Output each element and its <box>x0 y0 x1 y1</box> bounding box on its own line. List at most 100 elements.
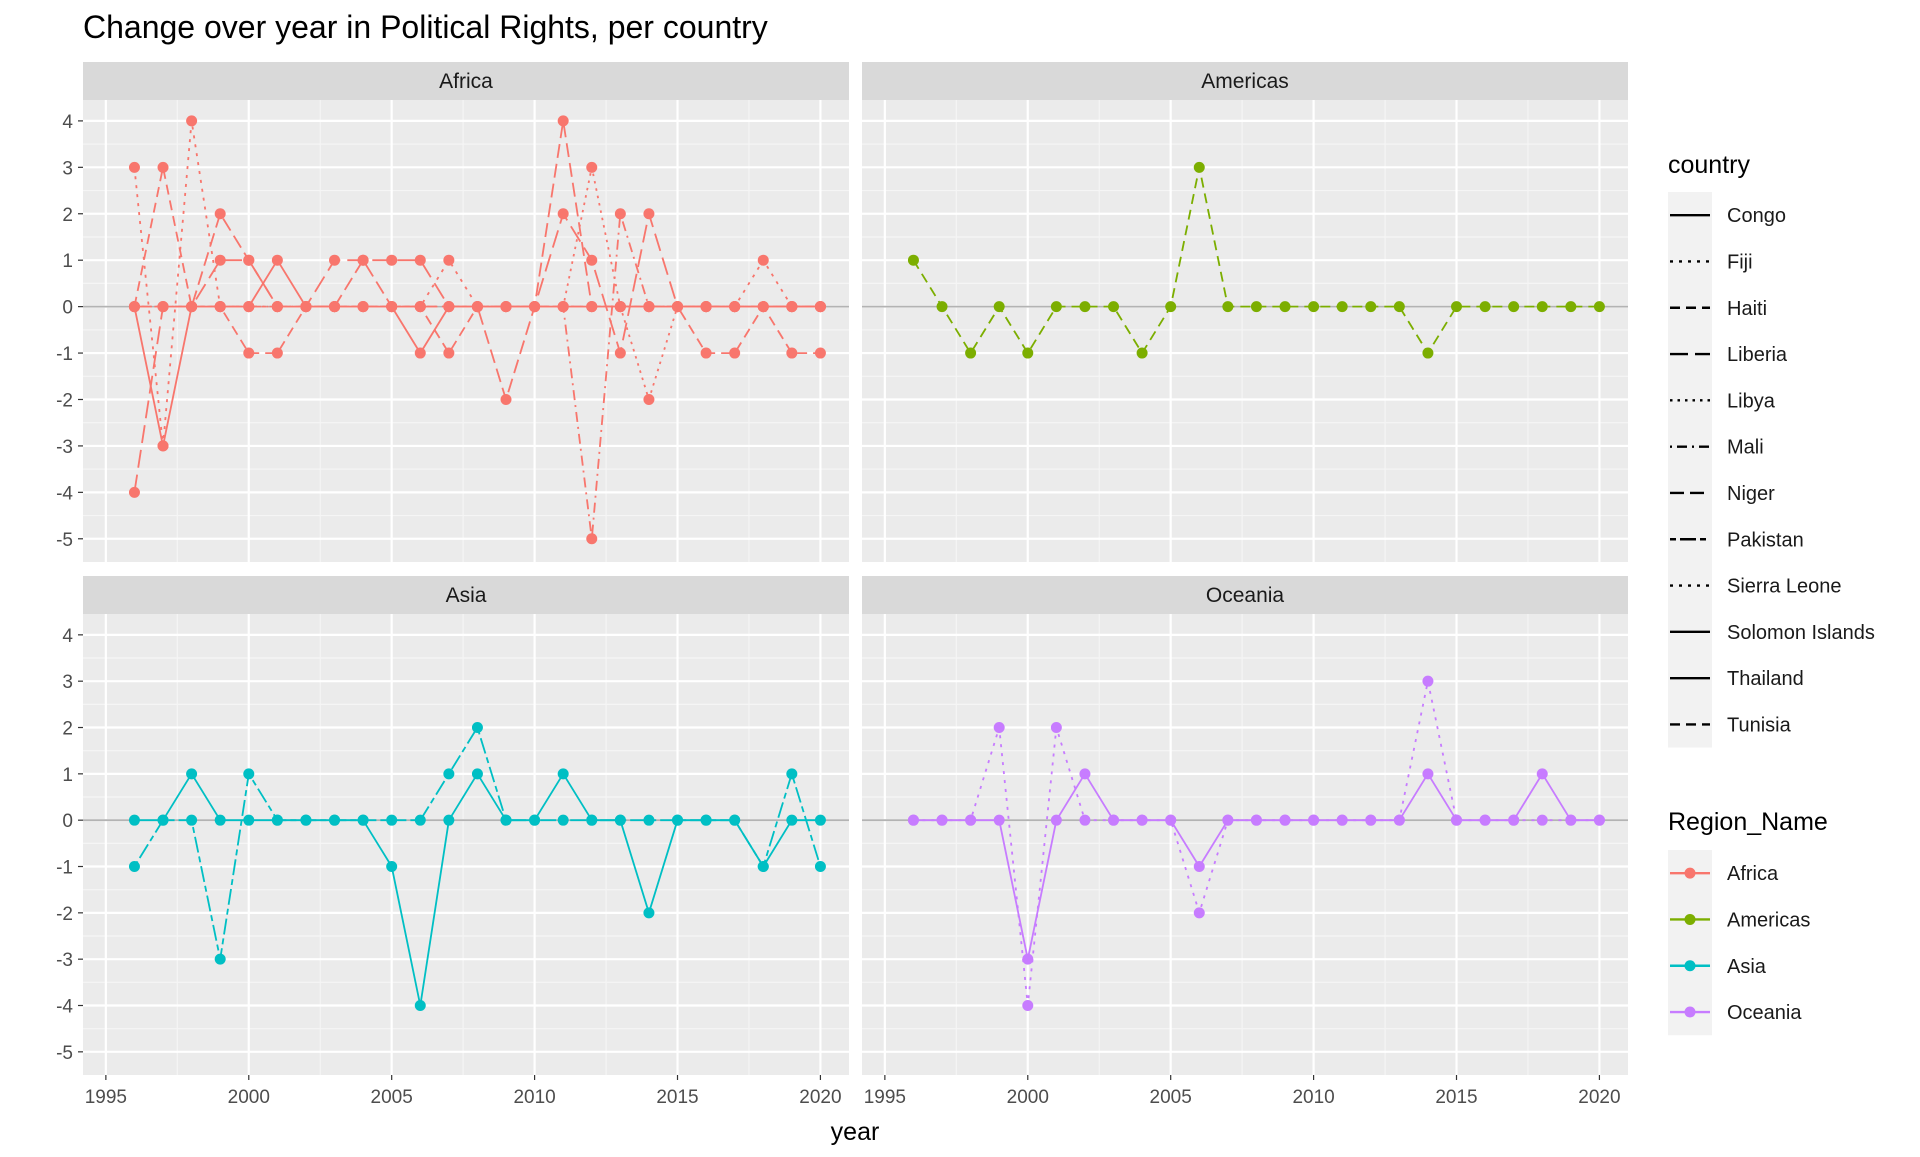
data-point-tunisia <box>643 301 655 313</box>
data-point-congo <box>414 347 426 359</box>
facet-panel-oceania: Oceania 1995 2000 2005 2010 2015 2020 <box>862 576 1628 1108</box>
data-point-haiti <box>1365 301 1377 313</box>
data-point-pakistan <box>443 768 455 780</box>
data-point-liberia <box>414 254 426 266</box>
data-point-solomon-islands <box>993 814 1005 826</box>
data-point-tunisia <box>443 347 455 359</box>
data-point-solomon-islands <box>1308 814 1320 826</box>
data-point-pakistan <box>643 814 655 826</box>
data-point-thailand <box>643 907 655 919</box>
legend-label-pakistan: Pakistan <box>1727 529 1804 551</box>
legend-region-keys-bg <box>1668 850 1712 1036</box>
x-tick-label: 1995 <box>864 1087 906 1108</box>
data-point-solomon-islands <box>1136 814 1148 826</box>
data-point-pakistan <box>128 861 140 873</box>
data-point-tunisia <box>186 301 198 313</box>
facet-panel-africa: Africa -5 -4 -3 -2 -1 0 1 2 3 4 <box>56 62 849 562</box>
y-tick-label: 2 <box>62 719 73 740</box>
data-point-mali <box>586 533 598 545</box>
data-point-tunisia <box>757 301 769 313</box>
data-point-solomon-islands <box>1079 768 1091 780</box>
x-tick-label: 2015 <box>656 1087 698 1108</box>
legend-country-title: country <box>1668 151 1750 179</box>
data-point-thailand <box>529 814 541 826</box>
data-point-tunisia <box>700 347 712 359</box>
data-point-solomon-islands <box>936 814 948 826</box>
y-tick-label: 1 <box>62 251 73 272</box>
data-point-solomon-islands <box>1108 814 1120 826</box>
y-tick-label: -4 <box>56 997 73 1018</box>
legend-label-tunisia: Tunisia <box>1727 714 1792 736</box>
data-point-tunisia <box>529 301 541 313</box>
data-point-sierra-leone <box>186 115 198 127</box>
data-point-solomon-islands <box>1536 768 1548 780</box>
legend-key-point-africa <box>1684 867 1696 879</box>
data-point-thailand <box>471 768 483 780</box>
data-point-tunisia <box>128 301 140 313</box>
data-point-haiti <box>907 254 919 266</box>
data-point-solomon-islands <box>1451 814 1463 826</box>
data-point-thailand <box>614 814 626 826</box>
data-point-solomon-islands <box>1422 768 1434 780</box>
data-point-thailand <box>300 814 312 826</box>
data-point-haiti <box>1050 301 1062 313</box>
data-point-thailand <box>157 814 169 826</box>
data-point-sierra-leone <box>157 440 169 452</box>
data-point-haiti <box>1108 301 1120 313</box>
data-point-haiti <box>1222 301 1234 313</box>
x-tick-label: 2005 <box>1150 1087 1192 1108</box>
chart-title: Change over year in Political Rights, pe… <box>83 9 768 45</box>
data-point-sierra-leone <box>700 301 712 313</box>
data-point-liberia <box>214 254 226 266</box>
data-point-tunisia <box>729 347 741 359</box>
data-point-haiti <box>1565 301 1577 313</box>
data-point-solomon-islands <box>1050 814 1062 826</box>
legend-label-asia: Asia <box>1727 956 1767 978</box>
legend-label-fiji: Fiji <box>1727 251 1753 273</box>
data-point-haiti <box>1336 301 1348 313</box>
data-point-solomon-islands <box>965 814 977 826</box>
data-point-solomon-islands <box>1593 814 1605 826</box>
data-point-liberia <box>329 254 341 266</box>
data-point-niger <box>443 301 455 313</box>
data-point-thailand <box>786 814 798 826</box>
data-point-haiti <box>1250 301 1262 313</box>
data-point-tunisia <box>586 301 598 313</box>
data-point-niger <box>357 254 369 266</box>
data-point-libya <box>586 161 598 173</box>
y-tick-label: -1 <box>56 344 73 365</box>
y-tick-label: -5 <box>56 530 73 551</box>
data-point-thailand <box>700 814 712 826</box>
legend-key-point-asia <box>1684 960 1696 972</box>
data-point-tunisia <box>357 301 369 313</box>
x-tick-label: 2010 <box>1292 1087 1334 1108</box>
y-tick-label: -3 <box>56 950 73 971</box>
legend-label-thailand: Thailand <box>1727 668 1804 690</box>
data-point-niger <box>243 254 255 266</box>
data-point-haiti <box>1165 301 1177 313</box>
data-point-haiti <box>1193 161 1205 173</box>
y-tick-label: -2 <box>56 904 73 925</box>
facet-strip-label: Americas <box>1201 70 1289 93</box>
y-tick-label: -4 <box>56 483 73 504</box>
legend-label-oceania: Oceania <box>1727 1002 1802 1024</box>
data-point-thailand <box>243 814 255 826</box>
data-point-thailand <box>386 861 398 873</box>
data-point-haiti <box>1136 347 1148 359</box>
data-point-sierra-leone <box>443 254 455 266</box>
legend-label-congo: Congo <box>1727 205 1786 227</box>
data-point-tunisia <box>500 301 512 313</box>
y-tick-label: 4 <box>62 112 73 133</box>
data-point-thailand <box>329 814 341 826</box>
y-tick-label: 4 <box>62 626 73 647</box>
data-point-haiti <box>1422 347 1434 359</box>
data-point-solomon-islands <box>1193 861 1205 873</box>
legend-label-haiti: Haiti <box>1727 298 1767 320</box>
legend-key-point-oceania <box>1684 1006 1696 1018</box>
legend-label-sierra-leone: Sierra Leone <box>1727 576 1842 598</box>
data-point-thailand <box>214 814 226 826</box>
x-tick-label: 2010 <box>513 1087 555 1108</box>
data-point-pakistan <box>186 814 198 826</box>
legend-region-title: Region_Name <box>1668 808 1828 836</box>
